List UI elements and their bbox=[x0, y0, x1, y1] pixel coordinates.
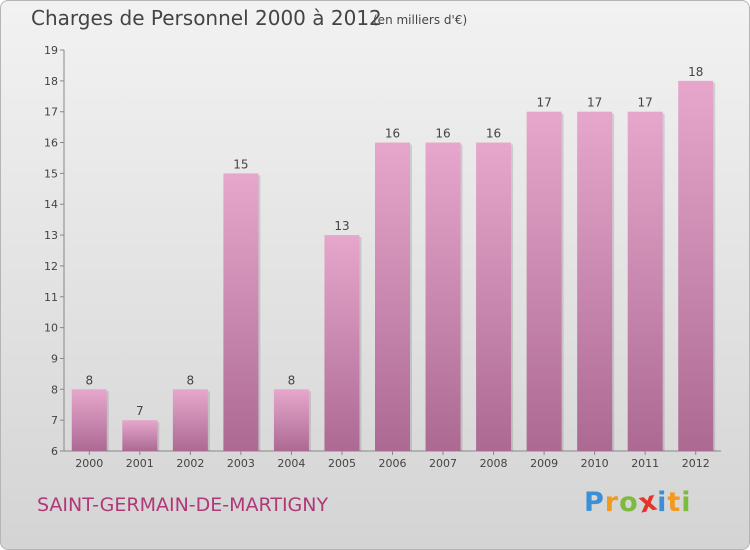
data-label: 7 bbox=[136, 404, 144, 418]
x-tick-label: 2009 bbox=[530, 457, 558, 470]
bar bbox=[71, 389, 107, 451]
data-label: 18 bbox=[688, 65, 703, 79]
chart-title: Charges de Personnel 2000 à 2012 bbox=[31, 6, 382, 30]
bar bbox=[324, 235, 360, 451]
bar bbox=[172, 389, 208, 451]
y-tick-label: 10 bbox=[44, 322, 58, 335]
data-label: 16 bbox=[435, 127, 450, 141]
bar bbox=[577, 111, 613, 451]
bar bbox=[223, 173, 259, 451]
data-label: 13 bbox=[334, 219, 349, 233]
y-tick-label: 18 bbox=[44, 75, 58, 88]
x-tick-label: 2004 bbox=[277, 457, 305, 470]
bar bbox=[678, 80, 714, 451]
data-label: 16 bbox=[385, 127, 400, 141]
chart-unit-note: (en milliers d'€) bbox=[373, 13, 468, 27]
data-label: 8 bbox=[85, 373, 93, 387]
bar bbox=[122, 420, 158, 451]
bar bbox=[273, 389, 309, 451]
commune-name: SAINT-GERMAIN-DE-MARTIGNY bbox=[37, 494, 329, 516]
y-tick-label: 14 bbox=[44, 198, 58, 211]
data-label: 16 bbox=[486, 127, 501, 141]
data-label: 8 bbox=[187, 373, 195, 387]
x-tick-label: 2005 bbox=[328, 457, 356, 470]
data-label: 17 bbox=[638, 96, 653, 110]
bars bbox=[71, 80, 716, 452]
x-tick-label: 2006 bbox=[379, 457, 407, 470]
x-tick-label: 2012 bbox=[682, 457, 710, 470]
x-tick-label: 2003 bbox=[227, 457, 255, 470]
y-tick-label: 19 bbox=[44, 44, 58, 57]
logo-letter: r bbox=[604, 487, 620, 518]
logo-letter: P bbox=[584, 487, 605, 518]
x-tick-label: 2001 bbox=[126, 457, 154, 470]
y-tick-label: 12 bbox=[44, 260, 58, 273]
labels: 6 7 8 9 10 11 12 13 14 15 16 17 18 19 2000 8 2001 7 2002 8 2… bbox=[44, 44, 710, 470]
logo-letter: o bbox=[619, 487, 639, 518]
data-label: 17 bbox=[536, 96, 551, 110]
logo-letter: i bbox=[657, 487, 668, 518]
y-tick-label: 9 bbox=[51, 352, 58, 365]
x-tick-label: 2010 bbox=[581, 457, 609, 470]
x-tick-label: 2002 bbox=[176, 457, 204, 470]
bar bbox=[526, 111, 562, 451]
y-tick-label: 7 bbox=[51, 414, 58, 427]
y-tick-label: 8 bbox=[51, 383, 58, 396]
data-label: 8 bbox=[288, 373, 296, 387]
x-tick-label: 2008 bbox=[480, 457, 508, 470]
logo-letter: t bbox=[667, 487, 682, 518]
bar bbox=[375, 142, 410, 452]
bar bbox=[627, 111, 663, 451]
bar bbox=[476, 142, 512, 452]
proxiti-logo: Proxiti bbox=[584, 485, 692, 519]
y-tick-label: 11 bbox=[44, 291, 58, 304]
x-tick-label: 2007 bbox=[429, 457, 457, 470]
y-tick-label: 17 bbox=[44, 106, 58, 119]
x-tick-label: 2000 bbox=[75, 457, 103, 470]
bar-chart: 6 7 8 9 10 11 12 13 14 15 16 17 18 19 2000 8 2001 7 2002 8 2… bbox=[44, 44, 721, 470]
data-label: 15 bbox=[233, 157, 248, 171]
y-tick-label: 6 bbox=[51, 445, 58, 458]
data-label: 17 bbox=[587, 96, 602, 110]
x-tick-label: 2011 bbox=[631, 457, 659, 470]
bar bbox=[425, 142, 461, 452]
logo-letter: i bbox=[681, 487, 692, 518]
y-tick-label: 13 bbox=[44, 229, 58, 242]
y-tick-label: 16 bbox=[44, 137, 58, 150]
y-tick-label: 15 bbox=[44, 167, 58, 180]
